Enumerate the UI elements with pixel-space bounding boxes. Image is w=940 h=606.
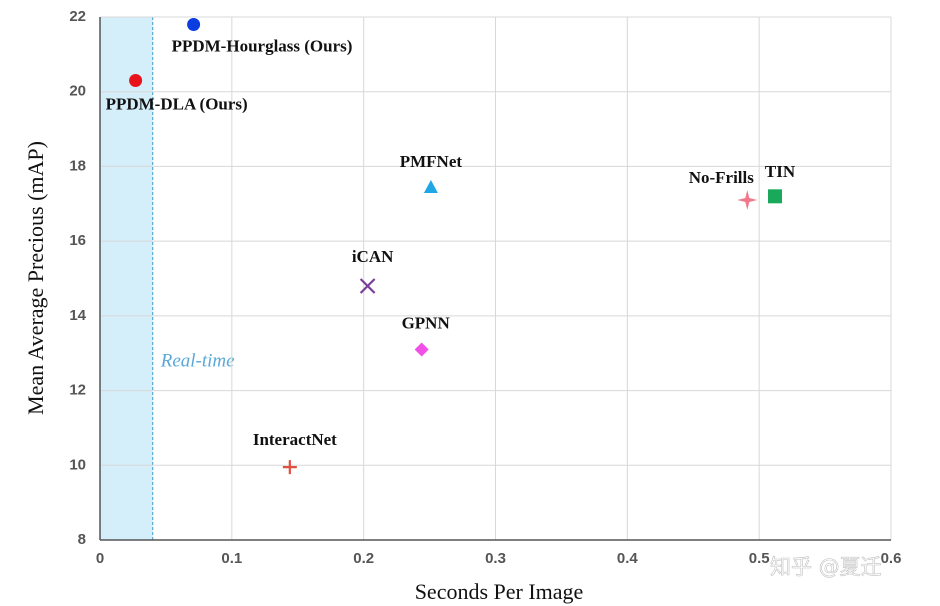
point-label: GPNN	[402, 313, 451, 332]
point-label: PMFNet	[400, 152, 463, 171]
point	[282, 460, 297, 475]
region-label: Real-time	[160, 350, 235, 371]
point-label: PPDM-DLA (Ours)	[106, 94, 248, 113]
x-tick-label: 0.2	[353, 550, 374, 567]
x-tick-label: 0.5	[749, 550, 770, 567]
watermark: 知乎 @夏迁	[770, 555, 882, 579]
x-tick-label: 0.1	[221, 550, 242, 567]
x-tick-label: 0.3	[485, 550, 506, 567]
x-axis-title: Seconds Per Image	[415, 579, 584, 604]
point	[359, 278, 376, 294]
y-tick-label: 8	[78, 531, 86, 548]
y-tick-label: 18	[69, 157, 86, 174]
x-tick-label: 0	[96, 550, 104, 567]
point-label: TIN	[765, 162, 796, 181]
realtime-region	[100, 17, 153, 540]
y-tick-label: 10	[69, 456, 86, 473]
y-tick-label: 22	[69, 8, 86, 25]
point	[737, 190, 758, 211]
y-tick-label: 20	[69, 83, 86, 100]
point-label: InteractNet	[253, 430, 337, 449]
point-label: No-Frills	[689, 168, 755, 187]
point	[423, 179, 438, 193]
point-label: iCAN	[352, 247, 394, 266]
y-tick-label: 12	[69, 382, 86, 399]
point-label: PPDM-Hourglass (Ours)	[172, 36, 353, 55]
x-tick-label: 0.6	[881, 550, 902, 567]
point	[129, 74, 143, 88]
x-tick-label: 0.4	[617, 550, 639, 567]
point	[414, 342, 429, 357]
y-axis-title: Mean Average Precious (mAP)	[23, 141, 48, 415]
y-tick-label: 14	[69, 307, 86, 324]
point	[187, 17, 201, 31]
y-tick-label: 16	[69, 232, 86, 249]
point	[767, 189, 782, 204]
